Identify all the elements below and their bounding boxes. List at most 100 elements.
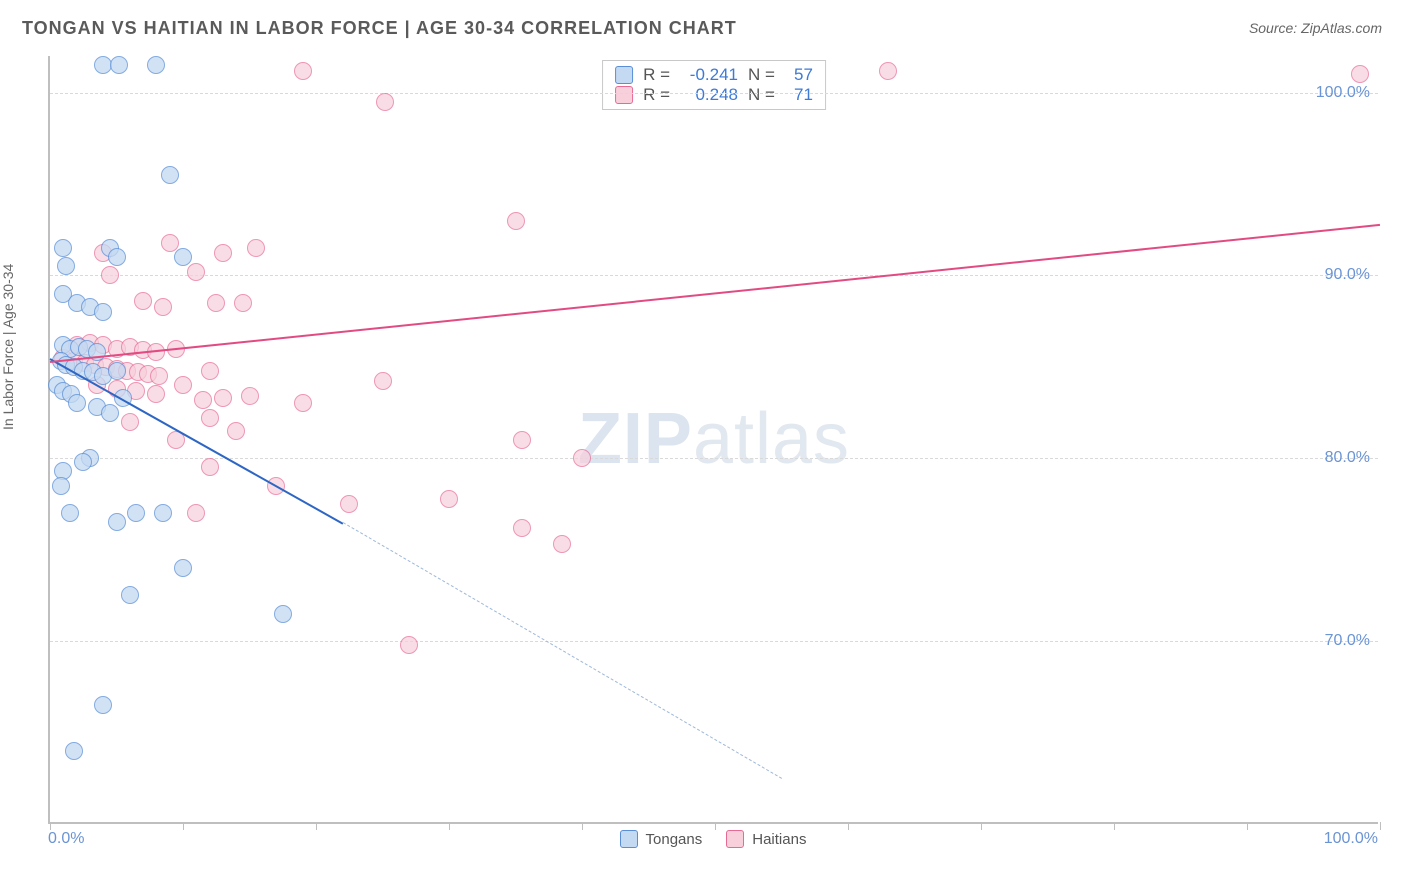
tongans-point bbox=[108, 248, 126, 266]
tongans-point bbox=[57, 257, 75, 275]
haitians-point bbox=[1351, 65, 1369, 83]
haitians-point bbox=[214, 244, 232, 262]
source-label: Source: ZipAtlas.com bbox=[1249, 20, 1382, 36]
stats-row-haitians: R = 0.248 N = 71 bbox=[615, 85, 813, 105]
r-label: R = bbox=[643, 65, 670, 85]
haitians-point bbox=[573, 449, 591, 467]
haitians-point bbox=[201, 362, 219, 380]
x-tick bbox=[1114, 822, 1115, 830]
x-tick-label-max: 100.0% bbox=[1324, 830, 1378, 848]
haitians-point bbox=[187, 263, 205, 281]
x-tick bbox=[981, 822, 982, 830]
n-value-haitians: 71 bbox=[785, 85, 813, 105]
haitians-point bbox=[513, 519, 531, 537]
tongans-point bbox=[101, 404, 119, 422]
tongans-swatch-icon bbox=[620, 830, 638, 848]
chart-title: TONGAN VS HAITIAN IN LABOR FORCE | AGE 3… bbox=[22, 18, 737, 39]
haitians-point bbox=[201, 458, 219, 476]
haitians-point bbox=[161, 234, 179, 252]
haitians-point bbox=[147, 385, 165, 403]
haitians-point bbox=[214, 389, 232, 407]
tongans-point bbox=[147, 56, 165, 74]
x-tick bbox=[50, 822, 51, 830]
y-tick-label: 100.0% bbox=[1316, 84, 1370, 102]
tongans-point bbox=[68, 394, 86, 412]
stats-row-tongans: R = -0.241 N = 57 bbox=[615, 65, 813, 85]
x-tick bbox=[316, 822, 317, 830]
watermark: ZIPatlas bbox=[578, 398, 850, 480]
tongans-point bbox=[54, 239, 72, 257]
haitians-point bbox=[207, 294, 225, 312]
r-value-haitians: 0.248 bbox=[680, 85, 738, 105]
tongans-point bbox=[174, 559, 192, 577]
tongans-trend-line bbox=[50, 358, 344, 524]
y-tick-label: 70.0% bbox=[1325, 632, 1370, 650]
haitians-point bbox=[134, 292, 152, 310]
haitians-swatch-icon bbox=[615, 86, 633, 104]
haitians-point bbox=[340, 495, 358, 513]
x-tick bbox=[1247, 822, 1248, 830]
watermark-atlas: atlas bbox=[693, 399, 850, 479]
y-tick-label: 80.0% bbox=[1325, 449, 1370, 467]
tongans-point bbox=[94, 303, 112, 321]
haitians-swatch-icon bbox=[726, 830, 744, 848]
r-label: R = bbox=[643, 85, 670, 105]
haitians-point bbox=[150, 367, 168, 385]
haitians-point bbox=[294, 62, 312, 80]
haitians-point bbox=[879, 62, 897, 80]
haitians-point bbox=[194, 391, 212, 409]
x-tick bbox=[183, 822, 184, 830]
n-value-tongans: 57 bbox=[785, 65, 813, 85]
y-axis-label: In Labor Force | Age 30-34 bbox=[0, 264, 16, 430]
haitians-point bbox=[553, 535, 571, 553]
haitians-point bbox=[241, 387, 259, 405]
haitians-point bbox=[440, 490, 458, 508]
tongans-point bbox=[94, 696, 112, 714]
haitians-point bbox=[187, 504, 205, 522]
haitians-point bbox=[400, 636, 418, 654]
haitians-point bbox=[374, 372, 392, 390]
r-value-tongans: -0.241 bbox=[680, 65, 738, 85]
haitians-point bbox=[234, 294, 252, 312]
tongans-point bbox=[65, 742, 83, 760]
y-tick-label: 90.0% bbox=[1325, 266, 1370, 284]
haitians-point bbox=[227, 422, 245, 440]
tongans-point bbox=[121, 586, 139, 604]
tongans-point bbox=[161, 166, 179, 184]
tongans-point bbox=[274, 605, 292, 623]
haitians-point bbox=[247, 239, 265, 257]
haitians-point bbox=[507, 212, 525, 230]
legend-label-haitians: Haitians bbox=[752, 831, 806, 848]
gridline bbox=[50, 93, 1378, 94]
haitians-point bbox=[174, 376, 192, 394]
correlation-stats-box: R = -0.241 N = 57 R = 0.248 N = 71 bbox=[602, 60, 826, 110]
haitians-point bbox=[376, 93, 394, 111]
haitians-point bbox=[121, 413, 139, 431]
gridline bbox=[50, 641, 1378, 642]
n-label: N = bbox=[748, 65, 775, 85]
legend-label-tongans: Tongans bbox=[646, 831, 703, 848]
gridline bbox=[50, 275, 1378, 276]
tongans-point bbox=[108, 362, 126, 380]
haitians-point bbox=[513, 431, 531, 449]
bottom-legend: Tongans Haitians bbox=[48, 830, 1378, 848]
tongans-point bbox=[61, 504, 79, 522]
x-tick bbox=[449, 822, 450, 830]
tongans-point bbox=[174, 248, 192, 266]
haitians-point bbox=[294, 394, 312, 412]
x-tick bbox=[715, 822, 716, 830]
n-label: N = bbox=[748, 85, 775, 105]
tongans-point bbox=[127, 504, 145, 522]
tongans-point bbox=[108, 513, 126, 531]
tongans-point bbox=[74, 453, 92, 471]
legend-item-tongans: Tongans bbox=[620, 830, 703, 848]
tongans-point bbox=[154, 504, 172, 522]
watermark-zip: ZIP bbox=[578, 399, 693, 479]
haitians-point bbox=[201, 409, 219, 427]
tongans-swatch-icon bbox=[615, 66, 633, 84]
x-axis-row: 0.0% Tongans Haitians 100.0% bbox=[48, 830, 1378, 860]
gridline bbox=[50, 458, 1378, 459]
chart-plot-area: ZIPatlas R = -0.241 N = 57 R = 0.248 N =… bbox=[48, 56, 1378, 824]
x-tick bbox=[848, 822, 849, 830]
x-tick bbox=[1380, 822, 1381, 830]
